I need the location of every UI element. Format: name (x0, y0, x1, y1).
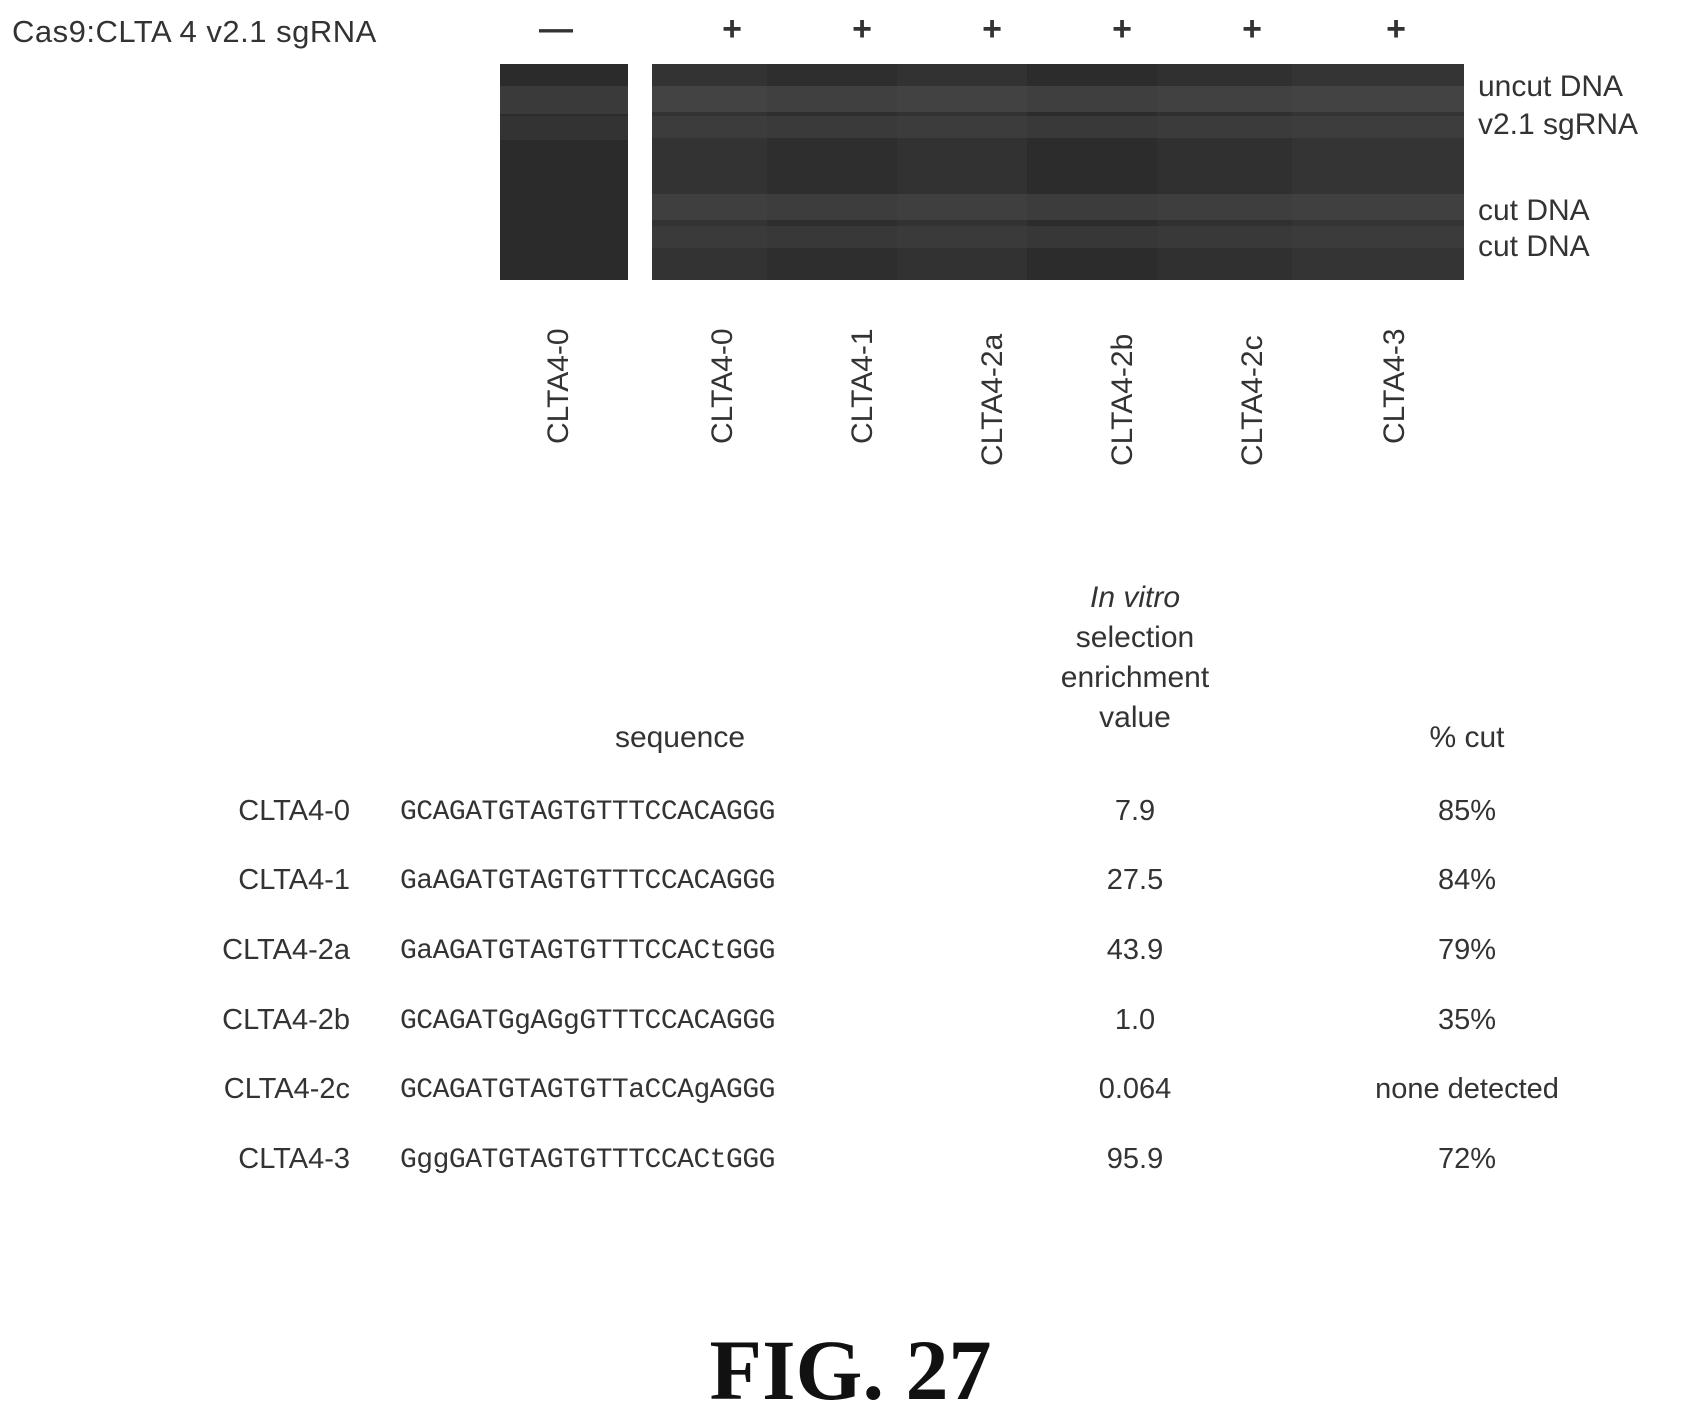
row-name: CLTA4-3 (130, 1143, 350, 1176)
row-sequence: GaAGATGTAGTGTTTCCACtGGG (400, 936, 775, 967)
lane-sign-7: + (1376, 10, 1416, 49)
gel-panel-treated (652, 64, 1464, 280)
row-enrichment-value: 43.9 (1035, 934, 1235, 967)
row-enrichment-value: 27.5 (1035, 864, 1235, 897)
gel-band-sgrna (500, 116, 628, 140)
row-cut-percent: 84% (1317, 864, 1617, 897)
lane-label-5: CLTA4-2b (1106, 334, 1140, 466)
row-name: CLTA4-2b (130, 1004, 350, 1037)
lane-label-2: CLTA4-0 (706, 328, 740, 444)
header-enrichment: In vitro selection enrichment value (1000, 578, 1270, 738)
lane-label-4: CLTA4-2a (976, 334, 1010, 466)
header-enrichment-line2: selection (1000, 618, 1270, 658)
row-cut-percent: 35% (1317, 1004, 1617, 1037)
gel-band-cut-2 (652, 226, 1464, 248)
row-sequence: GggGATGTAGTGTTTCCACtGGG (400, 1145, 775, 1176)
lane-sign-2: + (712, 10, 752, 49)
row-name: CLTA4-1 (130, 864, 350, 897)
row-cut-percent: none detected (1317, 1073, 1617, 1106)
gel-band-uncut (652, 86, 1464, 112)
row-enrichment-value: 95.9 (1035, 1143, 1235, 1176)
header-enrichment-line3: enrichment (1000, 658, 1270, 698)
band-label-uncut: uncut DNA (1478, 72, 1623, 102)
lane-sign-5: + (1102, 10, 1142, 49)
row-name: CLTA4-0 (130, 795, 350, 828)
gel-band-cut-1 (652, 194, 1464, 220)
lane-label-7: CLTA4-3 (1378, 328, 1412, 444)
row-enrichment-value: 7.9 (1035, 795, 1235, 828)
lane-sign-3: + (842, 10, 882, 49)
header-enrichment-line4: value (1000, 698, 1270, 738)
lane-label-1: CLTA4-0 (542, 328, 576, 444)
row-name: CLTA4-2c (130, 1073, 350, 1106)
row-name: CLTA4-2a (130, 934, 350, 967)
lane-label-3: CLTA4-1 (846, 328, 880, 444)
lane-sign-6: + (1232, 10, 1272, 49)
gel-band-uncut (500, 86, 628, 114)
lane-sign-1: — (536, 10, 576, 49)
header-cut: % cut (1317, 718, 1617, 758)
row-sequence: GCAGATGTAGTGTTTCCACAGGG (400, 797, 775, 828)
gel-band-sgrna (652, 116, 1464, 138)
row-sequence: GCAGATGTAGTGTTaCCAgAGGG (400, 1075, 775, 1106)
lane-label-6: CLTA4-2c (1236, 335, 1270, 466)
row-sequence: GaAGATGTAGTGTTTCCACAGGG (400, 866, 775, 897)
gel-panel-control (500, 64, 628, 280)
header-sequence: sequence (520, 718, 840, 758)
band-label-cut-2: cut DNA (1478, 232, 1590, 262)
band-label-sgrna: v2.1 sgRNA (1478, 110, 1638, 140)
row-sequence: GCAGATGgAGgGTTTCCACAGGG (400, 1006, 775, 1037)
condition-label: Cas9:CLTA 4 v2.1 sgRNA (12, 14, 377, 50)
band-label-cut-1: cut DNA (1478, 196, 1590, 226)
lane-sign-4: + (972, 10, 1012, 49)
row-cut-percent: 72% (1317, 1143, 1617, 1176)
row-cut-percent: 79% (1317, 934, 1617, 967)
figure-label: FIG. 27 (0, 1320, 1701, 1420)
row-enrichment-value: 1.0 (1035, 1004, 1235, 1037)
row-cut-percent: 85% (1317, 795, 1617, 828)
row-enrichment-value: 0.064 (1035, 1073, 1235, 1106)
header-enrichment-line1: In vitro (1000, 578, 1270, 618)
